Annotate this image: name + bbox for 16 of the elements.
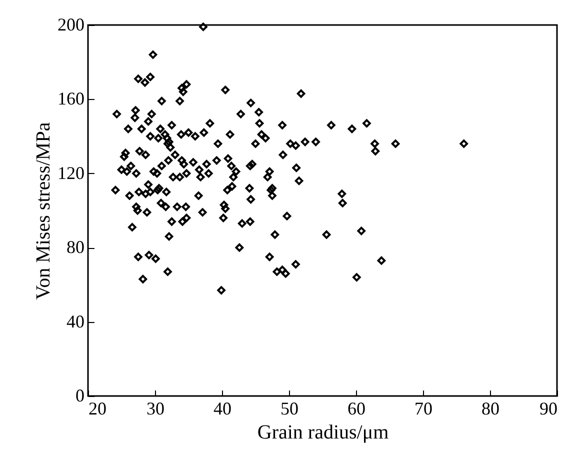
x-tick-label: 20 <box>88 398 106 418</box>
x-tick-label: 50 <box>280 398 298 418</box>
x-tick-label: 60 <box>348 398 366 418</box>
y-axis-title: Von Mises stress/MPa <box>32 122 54 300</box>
x-tick-label: 30 <box>146 398 164 418</box>
y-tick-label: 80 <box>66 237 84 258</box>
y-tick-label: 120 <box>58 162 84 183</box>
y-tick-label: 40 <box>66 311 84 332</box>
y-tick-label: 0 <box>76 386 84 406</box>
x-tick-label: 80 <box>482 398 500 418</box>
y-tick-label: 160 <box>58 88 84 109</box>
x-axis-title: Grain radius/μm <box>257 422 390 444</box>
y-tick-label: 200 <box>58 14 84 34</box>
x-tick-label: 70 <box>414 398 432 418</box>
x-tick-label: 40 <box>214 398 232 418</box>
x-tick-label: 90 <box>540 398 558 418</box>
